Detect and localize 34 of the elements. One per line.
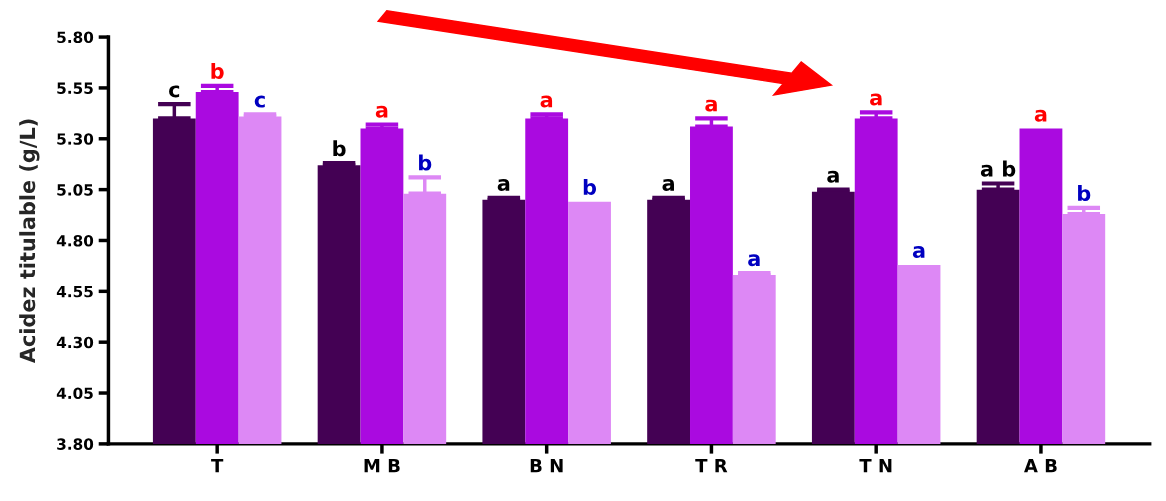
- y-axis-title: Acidez titulable (g/L): [19, 119, 40, 364]
- data-label: c: [254, 95, 265, 108]
- data-label: b: [211, 62, 224, 80]
- data-label: a b: [980, 160, 1016, 177]
- data-label: a: [912, 246, 925, 259]
- y-tick-label: 5.30: [57, 133, 94, 145]
- y-tick-label: 5.05: [57, 184, 93, 196]
- data-label: a: [1034, 109, 1047, 122]
- data-label: b: [333, 140, 346, 157]
- data-label: a: [497, 178, 510, 191]
- data-label: a: [827, 170, 839, 183]
- data-label: a: [705, 99, 717, 112]
- y-tick-label: 5.55: [57, 82, 93, 94]
- data-label: a: [870, 93, 882, 106]
- y-tick-label: 3.80: [57, 438, 94, 450]
- x-tick-label: A B: [1024, 459, 1057, 473]
- x-tick-label: T R: [695, 459, 728, 473]
- data-label: a: [662, 178, 674, 191]
- data-label: b: [1078, 184, 1091, 202]
- y-tick-label: 4.05: [56, 387, 93, 400]
- y-tick-label: 4.30: [56, 336, 94, 349]
- x-tick-label: T N: [859, 459, 892, 473]
- data-label: b: [419, 154, 432, 171]
- data-label: a: [748, 254, 760, 267]
- x-tick-label: M B: [364, 459, 400, 473]
- data-label: a: [375, 105, 388, 118]
- data-label: c: [169, 85, 180, 98]
- x-tick-label: T: [211, 459, 224, 473]
- data-label: a: [540, 95, 553, 108]
- y-tick-label: 4.55: [56, 286, 93, 298]
- y-tick-label: 4.80: [56, 234, 94, 247]
- y-tick-label: 5.80: [57, 31, 94, 44]
- x-tick-label: B N: [530, 459, 563, 473]
- data-label: b: [583, 178, 597, 196]
